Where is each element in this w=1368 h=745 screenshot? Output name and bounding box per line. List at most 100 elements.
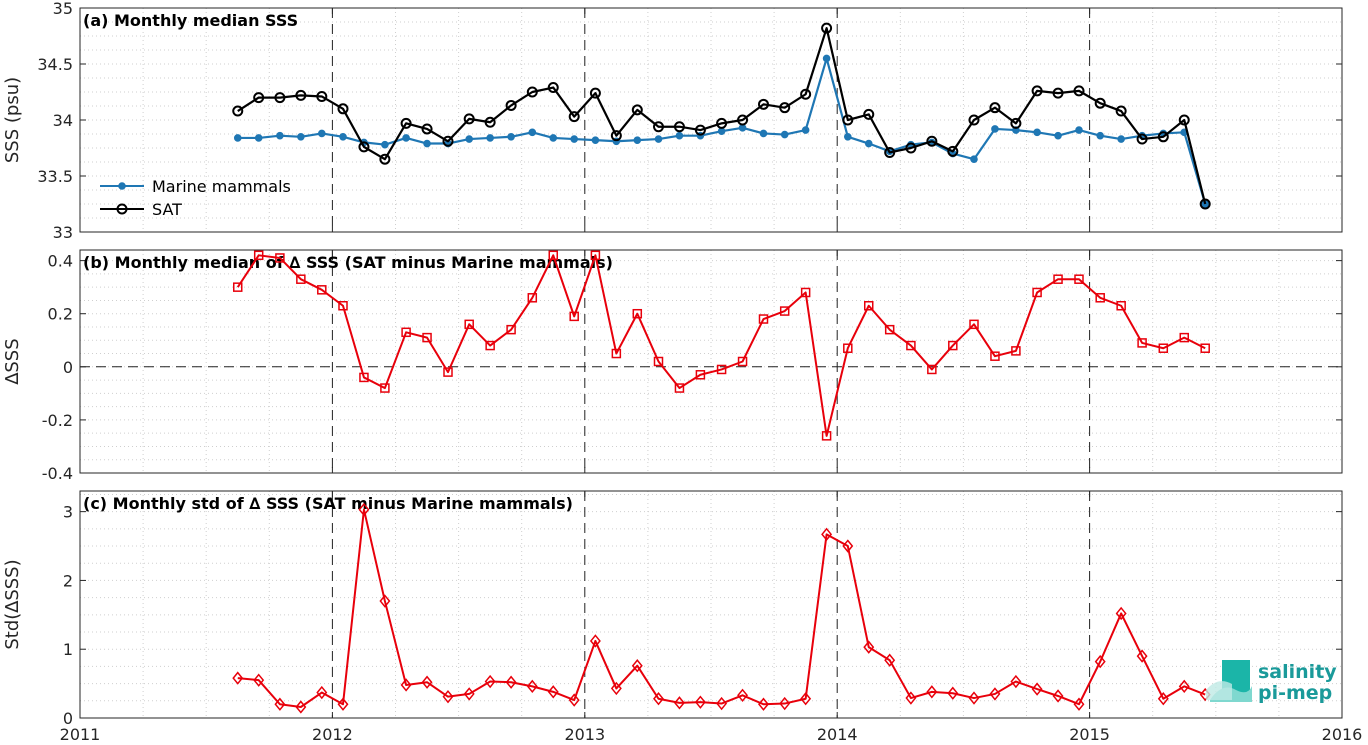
- data-point: [400, 117, 412, 129]
- data-point: [927, 364, 937, 375]
- data-point: [884, 653, 896, 667]
- data-point: [295, 89, 307, 101]
- data-point: [822, 54, 831, 63]
- data-point: [1115, 606, 1127, 621]
- x-tick-label: 2013: [564, 725, 605, 744]
- data-point: [758, 314, 769, 324]
- data-point: [463, 687, 475, 701]
- data-point: [632, 308, 643, 319]
- data-point: [821, 22, 833, 34]
- data-point: [844, 133, 852, 141]
- data-point: [968, 691, 980, 705]
- data-point: [527, 293, 538, 303]
- data-point: [989, 102, 1001, 114]
- data-point: [359, 372, 369, 383]
- data-point: [380, 383, 390, 393]
- data-point: [253, 250, 264, 261]
- data-point: [884, 324, 895, 335]
- data-point: [316, 90, 328, 102]
- x-tick-label: 2016: [1322, 725, 1363, 744]
- grid: [80, 491, 1342, 719]
- data-point: [400, 678, 412, 692]
- data-point: [1096, 131, 1105, 140]
- data-point: [118, 182, 126, 190]
- data-point: [1010, 117, 1022, 129]
- data-point: [528, 128, 537, 137]
- data-point: [737, 114, 749, 126]
- data-point: [610, 681, 622, 696]
- legend-label: Marine mammals: [152, 177, 291, 196]
- data-point: [548, 250, 558, 261]
- data-point: [274, 92, 286, 104]
- data-point: [779, 102, 791, 114]
- data-point: [675, 131, 684, 140]
- data-point: [381, 140, 389, 149]
- y-tick-label: 0: [63, 709, 73, 728]
- data-point: [505, 99, 517, 111]
- data-point: [232, 105, 244, 117]
- data-point: [1117, 135, 1125, 143]
- y-tick-label: 1: [63, 640, 73, 659]
- data-point: [864, 301, 874, 311]
- data-point: [379, 594, 391, 608]
- data-point: [1053, 274, 1063, 284]
- data-point: [758, 697, 769, 711]
- data-point: [631, 104, 643, 116]
- y-tick-label: 34: [53, 111, 73, 130]
- data-point: [443, 367, 453, 377]
- data-point: [716, 364, 727, 375]
- data-point: [422, 332, 432, 343]
- data-point: [402, 134, 410, 142]
- grid: [80, 7, 1342, 233]
- data-point: [1200, 343, 1210, 353]
- data-point: [610, 130, 622, 142]
- legend: Marine mammals SAT: [100, 177, 291, 219]
- data-point: [1179, 332, 1189, 343]
- data-point: [864, 139, 873, 148]
- data-point: [589, 634, 601, 648]
- data-point: [1157, 692, 1169, 706]
- data-point: [276, 131, 284, 140]
- data-point: [1052, 689, 1064, 703]
- y-tick-label: 3: [63, 503, 73, 522]
- data-point: [442, 135, 454, 147]
- data-point: [801, 126, 810, 134]
- data-point: [1094, 97, 1106, 109]
- data-point: [905, 142, 917, 154]
- data-point: [906, 340, 916, 351]
- x-tick-label: 2011: [60, 725, 101, 744]
- data-point: [486, 134, 494, 142]
- data-point: [653, 121, 665, 133]
- data-point: [843, 343, 853, 353]
- axes-box: [79, 490, 1343, 719]
- data-point: [716, 696, 728, 711]
- data-point: [1052, 87, 1064, 99]
- data-point: [568, 111, 580, 123]
- data-point: [358, 502, 370, 517]
- data-point: [716, 117, 728, 129]
- data-point: [274, 697, 286, 711]
- series-sat: [232, 22, 1211, 210]
- data-point: [338, 301, 348, 311]
- data-point: [549, 134, 558, 142]
- data-point: [1011, 346, 1021, 356]
- y-tick-label: 33.5: [37, 167, 73, 186]
- data-point: [401, 327, 411, 338]
- data-point: [757, 98, 769, 110]
- data-point: [926, 685, 938, 699]
- grid: [80, 250, 1342, 474]
- data-point: [1031, 682, 1043, 696]
- data-point: [339, 133, 347, 141]
- data-point: [465, 135, 474, 143]
- data-point: [570, 135, 578, 143]
- data-point: [1031, 85, 1043, 97]
- data-point: [737, 688, 749, 702]
- panel-title: (c) Monthly std of ∆ SSS (SAT minus Mari…: [83, 494, 573, 513]
- data-point: [484, 674, 496, 689]
- data-point: [1136, 133, 1148, 145]
- data-point: [463, 113, 475, 125]
- data-point: [253, 673, 265, 687]
- y-axis-label: Std(∆SSS): [2, 559, 23, 649]
- panel-c-monthly-std-delta-sss: 0 1 2 3 2011 2012 2013 2014 2015 2016 Std(∆SSS) (c)…: [2, 490, 1363, 744]
